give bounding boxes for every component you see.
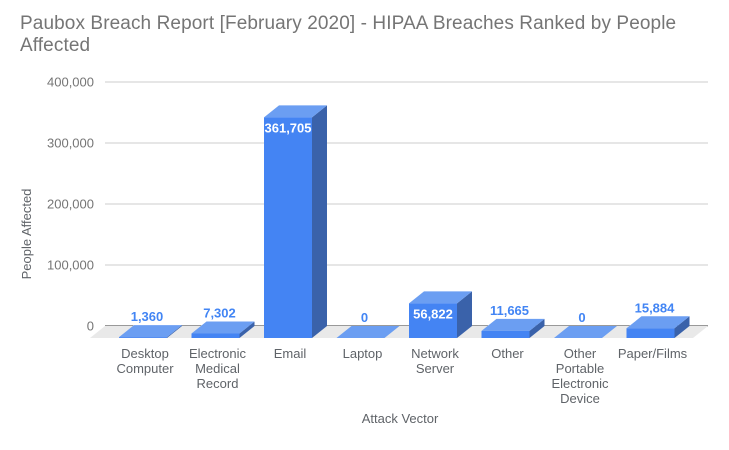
bar-email[interactable]	[264, 117, 312, 338]
bar-electronic-medical-record-side	[239, 321, 255, 338]
bar-other-portable-electronic-device-top	[554, 326, 617, 338]
category-label-electronic-medical-record: Electronic	[189, 346, 247, 361]
bar-electronic-medical-record-top	[191, 321, 255, 334]
category-label-network-server: Network	[411, 346, 459, 361]
category-label-other-portable-electronic-device: Portable	[556, 361, 604, 376]
category-label-other-portable-electronic-device: Device	[560, 391, 600, 406]
category-label-electronic-medical-record: Record	[197, 376, 239, 391]
value-label-email: 361,705	[265, 120, 312, 135]
bar-network-server-side	[457, 291, 472, 338]
bar-other-side	[529, 318, 545, 338]
bar-paper-films-top	[626, 316, 690, 329]
category-label-network-server: Server	[416, 361, 455, 376]
category-label-paper-films: Paper/Films	[618, 346, 688, 361]
y-tick-label: 300,000	[47, 136, 94, 151]
bar-paper-films[interactable]	[626, 328, 675, 338]
chart-title: Paubox Breach Report [February 2020] - H…	[20, 13, 677, 56]
category-label-desktop-computer: Desktop	[121, 346, 169, 361]
category-label-other-portable-electronic-device: Other	[564, 346, 597, 361]
bar-network-server-top	[409, 291, 472, 304]
category-label-laptop: Laptop	[343, 346, 383, 361]
category-label-other: Other	[491, 346, 524, 361]
bar-email-side	[312, 105, 327, 338]
bar-desktop-computer-top	[119, 325, 182, 338]
y-axis-title: People Affected	[19, 189, 34, 280]
value-label-electronic-medical-record: 7,302	[203, 306, 236, 321]
y-tick-label: 100,000	[47, 258, 94, 273]
bar-email-top	[264, 105, 327, 118]
y-tick-label: 0	[87, 319, 94, 334]
bar-electronic-medical-record[interactable]	[191, 333, 240, 338]
category-label-desktop-computer: Computer	[116, 361, 174, 376]
chart-floor	[90, 326, 708, 338]
value-label-other: 11,665	[490, 303, 529, 318]
bar-other-top	[481, 318, 545, 331]
y-tick-label: 200,000	[47, 197, 94, 212]
bar-desktop-computer[interactable]	[119, 337, 167, 338]
category-label-other-portable-electronic-device: Electronic	[551, 376, 609, 391]
category-label-email: Email	[274, 346, 307, 361]
bar-desktop-computer-side	[167, 325, 182, 338]
bar-paper-films-side	[674, 316, 690, 338]
x-axis-title: Attack Vector	[362, 411, 439, 426]
value-label-network-server: 56,822	[413, 306, 453, 321]
bar-network-server[interactable]	[409, 303, 457, 338]
value-label-laptop: 0	[361, 310, 368, 325]
y-tick-label: 400,000	[47, 75, 94, 90]
value-label-paper-films: 15,884	[635, 300, 676, 315]
bar-laptop-top	[336, 326, 400, 338]
value-label-desktop-computer: 1,360	[131, 309, 164, 324]
category-label-electronic-medical-record: Medical	[195, 361, 240, 376]
value-label-other-portable-electronic-device: 0	[578, 310, 585, 325]
bar-other[interactable]	[481, 330, 530, 338]
